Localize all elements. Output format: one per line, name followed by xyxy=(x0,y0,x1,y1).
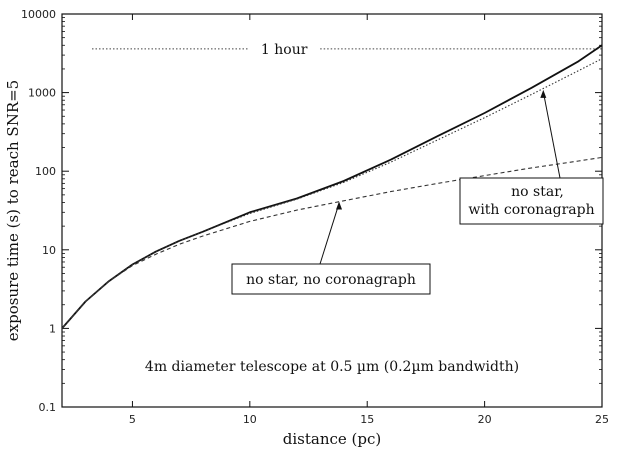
annotation-telescope: 4m diameter telescope at 0.5 µm (0.2µm b… xyxy=(145,359,519,375)
annotation-box-coronagraph xyxy=(459,177,604,225)
annotations-group: no star, with coronagraph no star, no coro… xyxy=(145,89,604,375)
series-group xyxy=(61,44,603,329)
y-tick-label: 10 xyxy=(42,244,56,257)
arrowhead-coronagraph xyxy=(540,89,547,98)
annotation-no-coronagraph: no star, no coronagraph xyxy=(246,272,416,288)
x-tick-label: 20 xyxy=(478,413,492,426)
y-tick-label: 100 xyxy=(35,165,56,178)
x-tick-label: 5 xyxy=(129,413,136,426)
x-tick-label: 15 xyxy=(360,413,374,426)
reference-line-group: 1 hour xyxy=(92,42,602,58)
y-tick-label: 1000 xyxy=(28,87,56,100)
annotation-coronagraph-line2: with coronagraph xyxy=(468,202,594,218)
axes: 5 10 15 20 25 0.1 1 10 100 1000 10000 distance (pc)… xyxy=(4,8,609,448)
annotation-arrow-coronagraph xyxy=(542,91,561,179)
x-tick-label: 10 xyxy=(243,413,257,426)
annotation-arrow-no-coronagraph xyxy=(319,203,340,265)
annotation-box-no-coronagraph xyxy=(231,263,431,295)
x-tick-label: 25 xyxy=(595,413,609,426)
y-tick-label: 10000 xyxy=(21,8,56,21)
annotation-coronagraph-line1: no star, xyxy=(511,184,564,200)
x-axis-label: distance (pc) xyxy=(283,430,381,448)
y-axis-label: exposure time (s) to reach SNR=5 xyxy=(4,80,22,341)
series-line-dashed xyxy=(61,156,603,329)
y-tick-label: 0.1 xyxy=(39,401,57,414)
y-tick-label: 1 xyxy=(49,322,56,335)
series-line-dotted xyxy=(61,58,603,329)
arrowhead-no-coronagraph xyxy=(336,201,343,210)
reference-line-label: 1 hour xyxy=(261,42,308,58)
